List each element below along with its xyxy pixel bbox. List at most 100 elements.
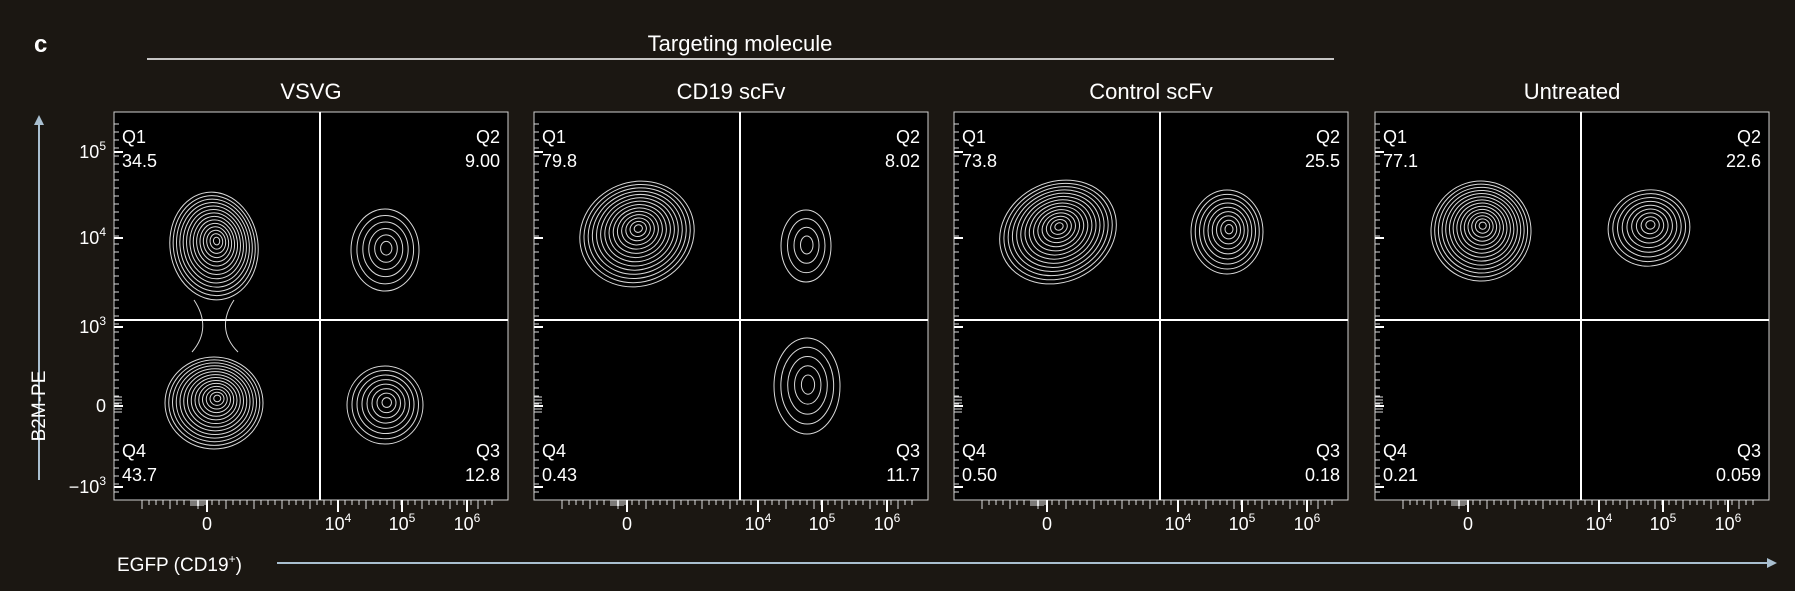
y-tick-label: 104 bbox=[79, 225, 106, 248]
y-axis-label: B2M-PE bbox=[29, 371, 50, 442]
tick-exponent: 5 bbox=[829, 511, 836, 525]
quadrant-q1-name: Q1 bbox=[962, 127, 986, 147]
tick-exponent: 5 bbox=[99, 139, 106, 153]
panel-title: VSVG bbox=[280, 79, 341, 104]
quadrant-q1-name: Q1 bbox=[122, 127, 146, 147]
contour-level bbox=[1016, 192, 1101, 268]
x-tick-label: 106 bbox=[1294, 511, 1321, 534]
contour-level bbox=[800, 235, 814, 255]
tick-exponent: 3 bbox=[99, 314, 106, 328]
contour-level bbox=[356, 214, 415, 285]
population-1 bbox=[579, 180, 695, 288]
contour-level bbox=[361, 379, 410, 429]
contour-level bbox=[1033, 205, 1085, 252]
contour-level bbox=[194, 379, 238, 421]
contour-level bbox=[202, 226, 230, 259]
panel-title: Untreated bbox=[1524, 79, 1621, 104]
x-tick-label: 104 bbox=[1586, 511, 1613, 534]
x-tick-label: 0 bbox=[1042, 514, 1052, 534]
quadrant-q2-value: 8.02 bbox=[885, 151, 920, 171]
x-tick-label: 105 bbox=[389, 511, 416, 534]
contour-level bbox=[186, 208, 244, 280]
contour-level bbox=[213, 394, 222, 403]
x-tick-label: 0 bbox=[622, 514, 632, 534]
quadrant-q3-name: Q3 bbox=[1737, 441, 1761, 461]
y-tick-label: 105 bbox=[79, 139, 106, 162]
quadrant-q3-name: Q3 bbox=[476, 441, 500, 461]
tick-base: 10 bbox=[389, 514, 409, 534]
quadrant-q3-value: 12.8 bbox=[465, 465, 500, 485]
contour-level bbox=[1194, 193, 1260, 270]
tick-exponent: 5 bbox=[1249, 511, 1256, 525]
contour-level bbox=[629, 220, 647, 238]
contour-group bbox=[579, 180, 841, 435]
contour-level bbox=[199, 222, 233, 263]
contour-level bbox=[1626, 204, 1673, 249]
tick-exponent: 4 bbox=[345, 511, 352, 525]
tick-base: 10 bbox=[1586, 514, 1606, 534]
contour-level bbox=[198, 382, 235, 417]
quadrant-q4-name: Q4 bbox=[1383, 441, 1407, 461]
contour-level bbox=[1050, 219, 1068, 235]
contour-group bbox=[999, 179, 1264, 285]
contour-level bbox=[1612, 193, 1687, 263]
contour-level bbox=[366, 383, 406, 424]
contour-level bbox=[1456, 202, 1508, 254]
contour-level bbox=[356, 374, 415, 435]
y-ticks bbox=[954, 123, 962, 493]
quadrant-q4-value: 0.50 bbox=[962, 465, 997, 485]
contour-level bbox=[587, 187, 687, 279]
quadrant-q1-value: 73.8 bbox=[962, 151, 997, 171]
contour-level bbox=[787, 218, 826, 274]
quadrant-q2-value: 25.5 bbox=[1305, 151, 1340, 171]
population-1 bbox=[169, 191, 259, 301]
tick-base: 10 bbox=[325, 514, 345, 534]
contour-level bbox=[1020, 196, 1097, 264]
x-tick-label: 0 bbox=[1463, 514, 1473, 534]
tick-base: 10 bbox=[1650, 514, 1670, 534]
tick-base: 10 bbox=[79, 142, 99, 162]
contour-level bbox=[579, 180, 695, 288]
contour-level bbox=[1224, 224, 1234, 235]
tick-base: 10 bbox=[809, 514, 829, 534]
contour-level bbox=[192, 215, 238, 271]
contour-level bbox=[1207, 206, 1249, 255]
quadrant-q1-value: 77.1 bbox=[1383, 151, 1418, 171]
contour-level bbox=[346, 365, 424, 445]
quadrant-q4-value: 0.43 bbox=[542, 465, 577, 485]
contour-level bbox=[583, 183, 691, 284]
contour-level bbox=[794, 365, 822, 405]
tick-base: 10 bbox=[745, 514, 765, 534]
quadrant-q2-name: Q2 bbox=[896, 127, 920, 147]
quadrant-q1-value: 34.5 bbox=[122, 151, 157, 171]
population-2 bbox=[780, 209, 832, 283]
tick-exponent: 6 bbox=[1314, 511, 1321, 525]
contour-level bbox=[189, 212, 241, 275]
contour-level bbox=[1631, 208, 1669, 244]
contour-group bbox=[1430, 180, 1691, 282]
contour-level bbox=[773, 337, 841, 435]
tick-exponent: 4 bbox=[1185, 511, 1192, 525]
y-tick-label: −103 bbox=[69, 474, 107, 497]
x-axis-label-main: EGFP (CD19 bbox=[117, 555, 229, 576]
population-2 bbox=[1607, 189, 1691, 267]
contour-level bbox=[591, 190, 683, 275]
tick-base: 10 bbox=[874, 514, 894, 534]
contour-level bbox=[1045, 215, 1072, 239]
x-ticks bbox=[561, 500, 913, 509]
population-4 bbox=[346, 365, 424, 445]
x-tick-label: 104 bbox=[325, 511, 352, 534]
contour-level bbox=[1474, 218, 1491, 234]
quadrant-q4-name: Q4 bbox=[542, 441, 566, 461]
tick-exponent: 3 bbox=[99, 474, 106, 488]
contour-level bbox=[175, 198, 253, 292]
plot-area bbox=[1374, 111, 1770, 501]
tick-exponent: 4 bbox=[765, 511, 772, 525]
contour-level bbox=[1635, 212, 1665, 239]
contour-level bbox=[1024, 199, 1093, 260]
